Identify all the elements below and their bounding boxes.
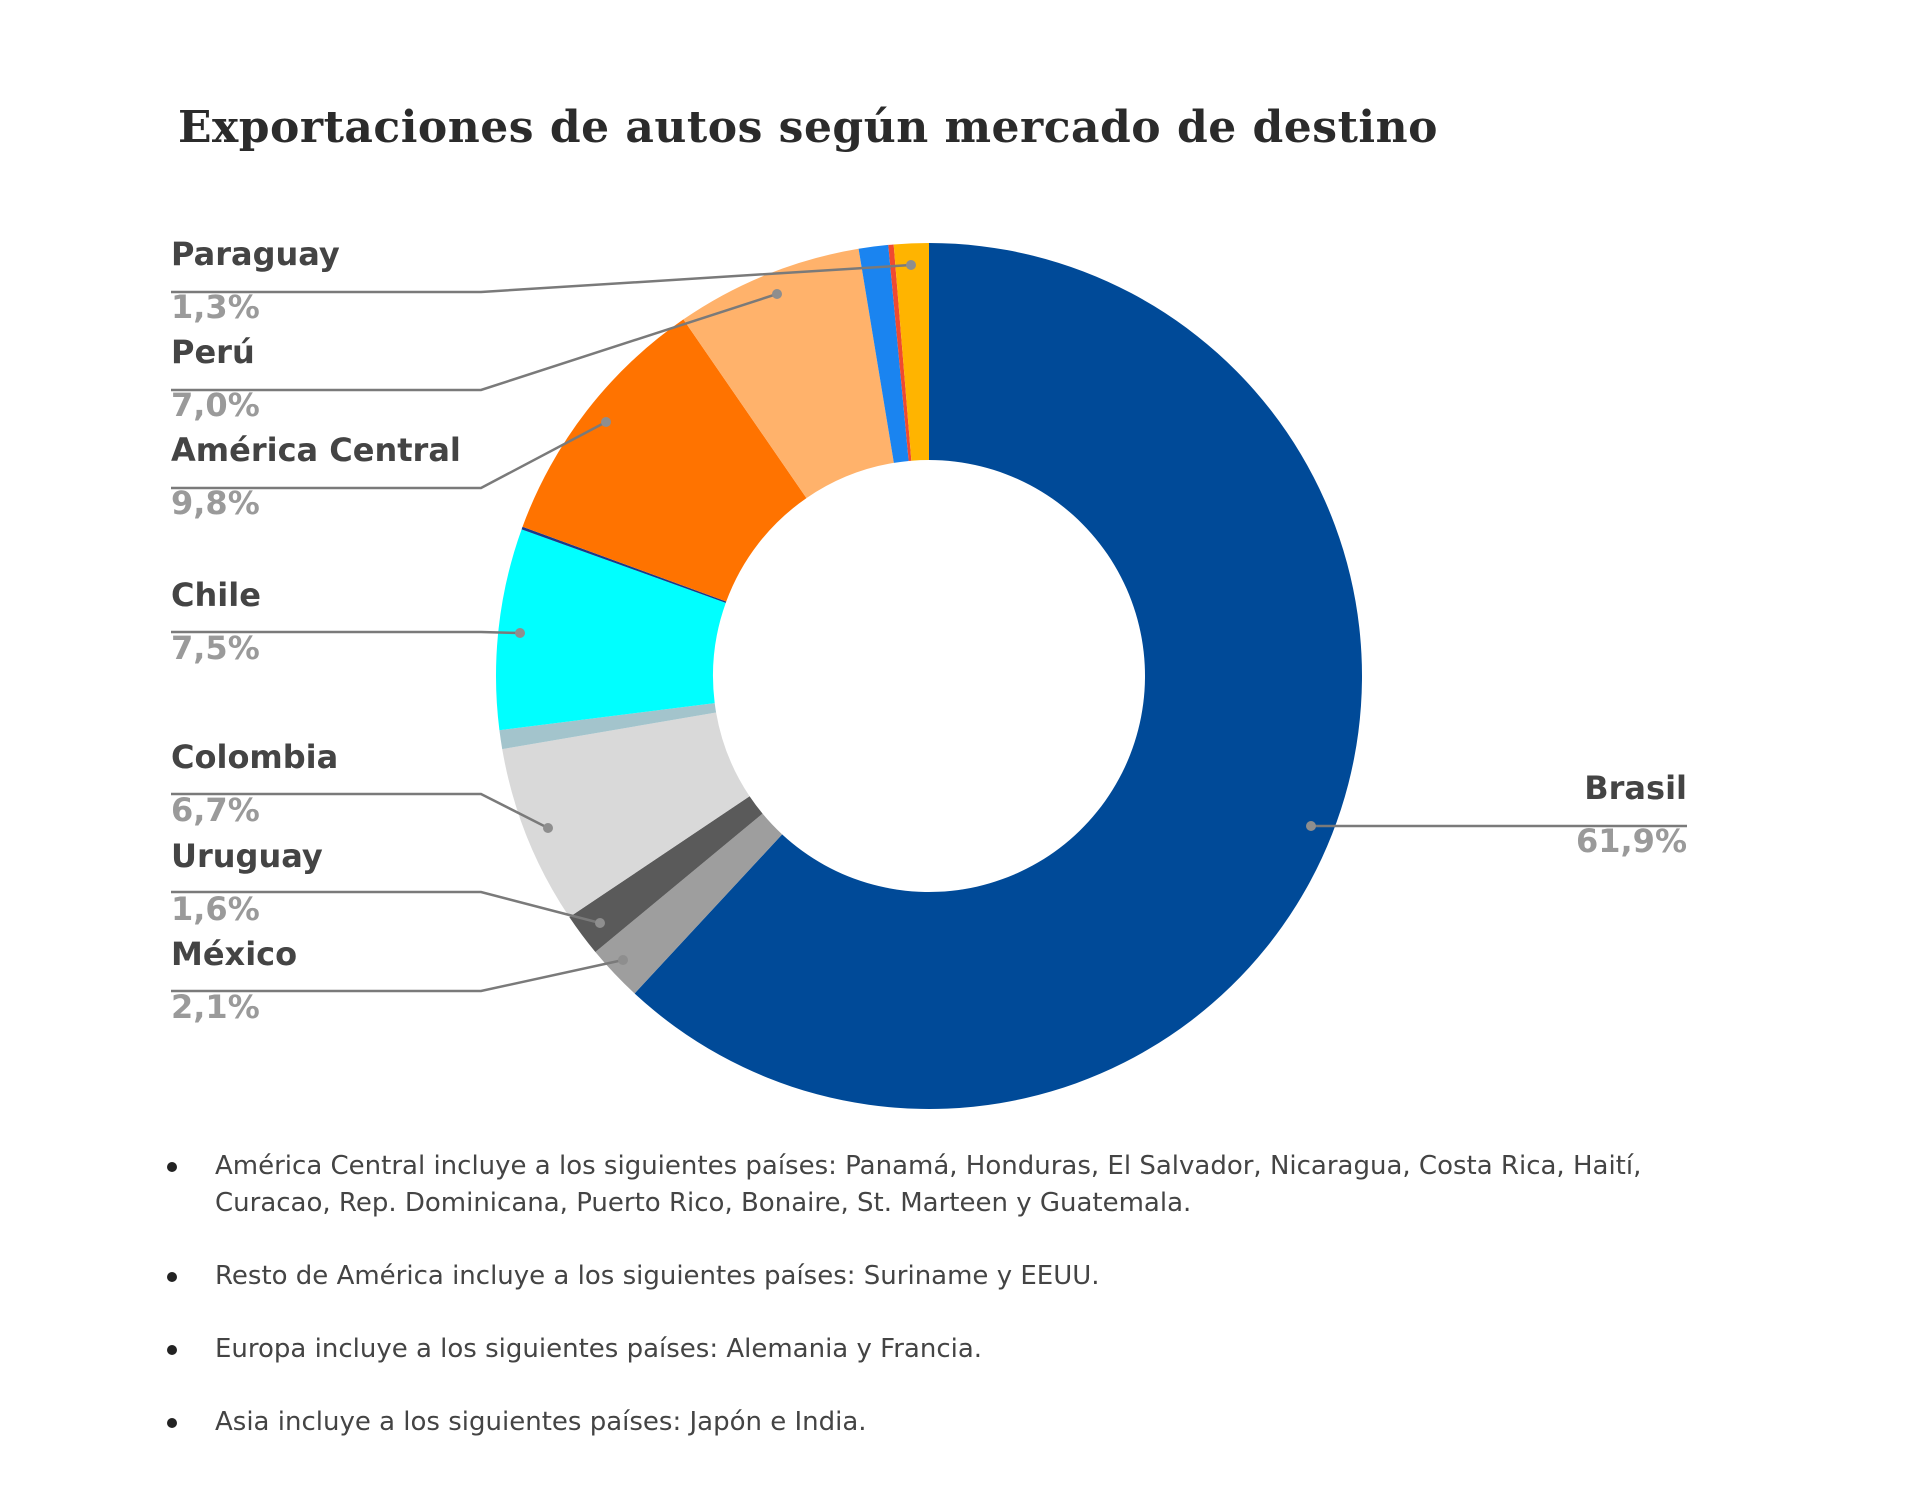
label-brasil: Brasil (1584, 769, 1687, 807)
label-colombia: Colombia (171, 738, 338, 776)
value-label-colombia: 6,7% (171, 791, 260, 829)
label-uruguay: Uruguay (171, 837, 323, 875)
label-mexico: México (171, 935, 297, 973)
slice-brasil (634, 243, 1362, 1109)
slice-colombia (502, 712, 750, 918)
leader-line-uruguay (171, 890, 601, 925)
leader-line-america-central (171, 420, 607, 490)
slice-paraguay (893, 243, 929, 461)
slice-peru (683, 248, 894, 499)
leader-dot-brasil (1306, 821, 1316, 831)
slice-unlabeled-4 (499, 703, 717, 750)
leader-dot-mexico (618, 955, 628, 965)
leader-line-colombia (171, 792, 549, 830)
leader-line-paraguay (171, 263, 912, 294)
note-item: Asia incluye a los siguientes países: Ja… (163, 1404, 1663, 1441)
label-chile: Chile (171, 576, 261, 614)
slice-america-central (522, 319, 807, 602)
leader-dot-uruguay (595, 918, 605, 928)
slice-chile (495, 529, 726, 731)
slice-unlabeled-6 (521, 526, 727, 603)
leader-dot-america-central (601, 417, 611, 427)
label-peru: Perú (171, 333, 255, 371)
value-label-chile: 7,5% (171, 629, 260, 667)
leader-dot-colombia (543, 823, 553, 833)
slice-unlabeled-10 (888, 244, 912, 461)
value-label-mexico: 2,1% (171, 988, 260, 1026)
leader-dot-paraguay (906, 260, 916, 270)
label-america-central: América Central (171, 431, 461, 469)
label-paraguay: Paraguay (171, 235, 340, 273)
donut-chart: Brasil 61,9% México 2,1% Uruguay 1,6% Colombia… (171, 235, 1687, 1109)
notes-list: América Central incluye a los siguientes… (163, 1148, 1663, 1477)
leader-dot-chile (515, 628, 525, 638)
leader-line-chile (171, 630, 521, 635)
value-label-brasil: 61,9% (1576, 822, 1687, 860)
leader-line-mexico (171, 958, 624, 993)
leader-line-peru (171, 292, 778, 392)
value-label-america-central: 9,8% (171, 484, 260, 522)
leader-dot-peru (772, 289, 782, 299)
slice-uruguay (569, 796, 763, 953)
value-label-peru: 7,0% (171, 386, 260, 424)
value-label-uruguay: 1,6% (171, 890, 260, 928)
note-item: Europa incluye a los siguientes países: … (163, 1331, 1663, 1368)
slice-unlabeled-9 (858, 244, 909, 463)
chart-title: Exportaciones de autos según mercado de … (178, 102, 1438, 153)
value-label-paraguay: 1,3% (171, 288, 260, 326)
note-item: Resto de América incluye a los siguiente… (163, 1258, 1663, 1295)
note-item: América Central incluye a los siguientes… (163, 1148, 1663, 1222)
slice-mexico (595, 813, 783, 994)
